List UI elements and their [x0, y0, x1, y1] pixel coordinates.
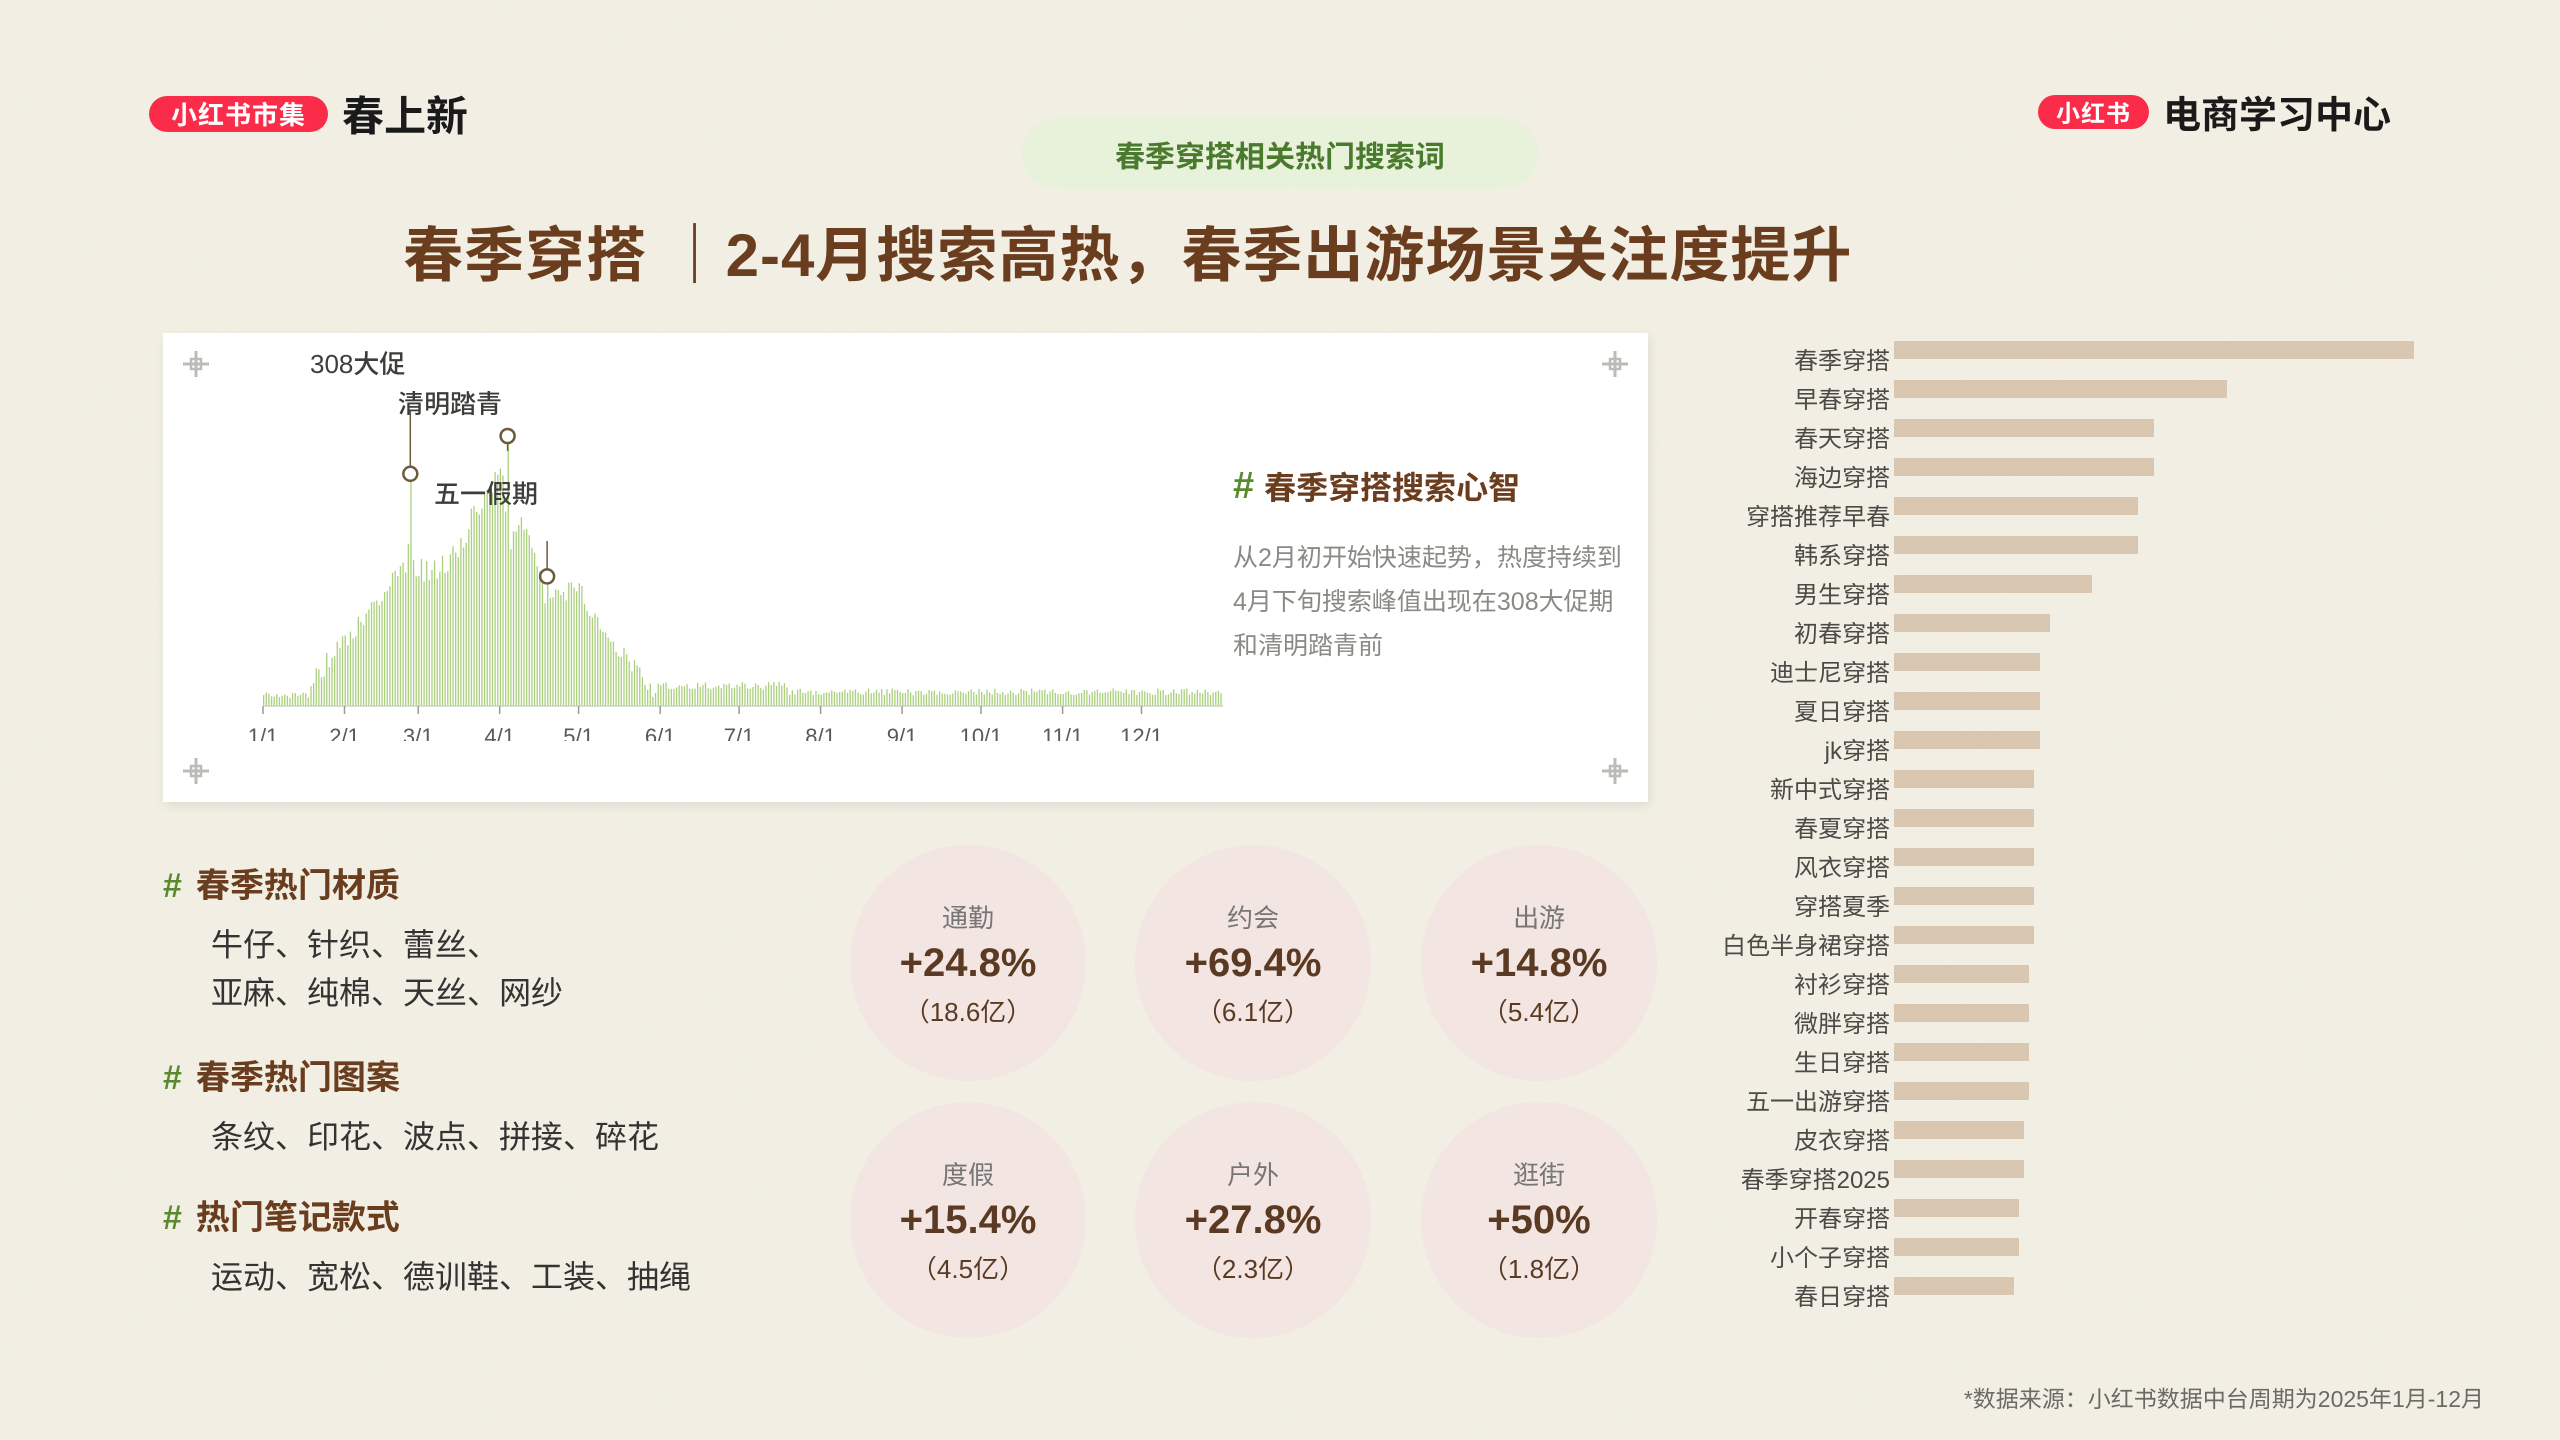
svg-text:5/1: 5/1	[563, 724, 594, 741]
svg-text:1/1: 1/1	[248, 724, 279, 741]
svg-text:11/1: 11/1	[1042, 724, 1083, 741]
svg-text:3/1: 3/1	[403, 724, 434, 741]
svg-text:4/1: 4/1	[484, 724, 515, 741]
svg-text:2/1: 2/1	[329, 724, 360, 741]
svg-text:7/1: 7/1	[724, 724, 755, 741]
svg-text:12/1: 12/1	[1120, 724, 1163, 741]
svg-text:6/1: 6/1	[645, 724, 676, 741]
svg-text:9/1: 9/1	[887, 724, 918, 741]
svg-text:8/1: 8/1	[805, 724, 836, 741]
svg-text:10/1: 10/1	[960, 724, 1003, 741]
